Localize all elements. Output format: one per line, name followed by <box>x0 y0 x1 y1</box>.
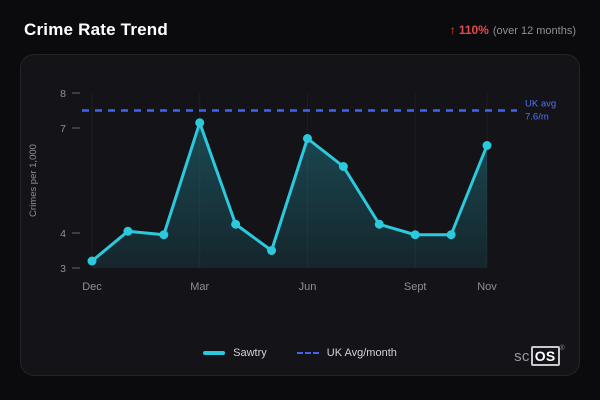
x-tick-label: Sept <box>404 281 427 293</box>
x-tick-label: Dec <box>82 281 102 293</box>
logo-box: OS <box>530 346 560 366</box>
trend-value: 110% <box>458 23 489 37</box>
trend-up-arrow-icon: ↑ <box>449 23 456 37</box>
uk-avg-dashed-swatch-icon <box>296 352 319 354</box>
data-point <box>159 230 169 240</box>
y-tick-label: 7 <box>60 123 66 135</box>
y-tick-label: 3 <box>60 263 66 275</box>
chart-legend: Sawtry UK Avg/month <box>21 347 579 359</box>
trend-indicator: ↑ 110% (over 12 months) <box>450 23 576 37</box>
y-axis-label: Crimes per 1,000 <box>28 144 39 217</box>
x-tick-label: Mar <box>190 281 209 293</box>
data-point <box>87 256 97 266</box>
sawtry-trend-line <box>90 121 489 263</box>
scos-logo: sc OS ® <box>514 345 565 366</box>
uk-avg-annotation-line1: UK avg <box>525 99 556 110</box>
registered-mark: ® <box>559 345 565 352</box>
data-point <box>374 219 384 229</box>
data-point <box>482 141 492 150</box>
legend-item-uk-avg[interactable]: UK Avg/month <box>296 347 397 359</box>
sawtry-line-swatch-icon <box>203 351 226 355</box>
x-tick-label: Nov <box>477 281 497 293</box>
y-tick-label: 4 <box>60 228 66 240</box>
data-point <box>267 246 277 255</box>
data-point <box>446 230 456 240</box>
chart-card: Dec Mar Jun Sept Nov 3 4 7 8 Crimes per 1,000 UK a… <box>20 54 580 376</box>
data-point <box>195 118 205 128</box>
legend-label: UK Avg/month <box>326 347 397 359</box>
data-point <box>231 219 241 229</box>
header: Crime Rate Trend ↑ 110% (over 12 months) <box>0 0 600 54</box>
data-point <box>410 230 420 240</box>
data-point <box>338 162 348 171</box>
page-title: Crime Rate Trend <box>24 20 168 39</box>
y-tick-label: 8 <box>60 88 66 100</box>
legend-item-sawtry[interactable]: Sawtry <box>203 347 267 359</box>
data-point <box>123 226 133 236</box>
trend-caption: (over 12 months) <box>492 25 576 37</box>
uk-avg-annotation-line2: 7.6/m <box>525 112 549 123</box>
data-point <box>302 134 312 143</box>
crime-trend-chart: Dec Mar Jun Sept Nov 3 4 7 8 Crimes per 1,000 UK a… <box>28 88 556 293</box>
x-tick-label: Jun <box>299 281 317 293</box>
legend-label: Sawtry <box>233 347 267 359</box>
logo-prefix: sc <box>514 347 530 365</box>
